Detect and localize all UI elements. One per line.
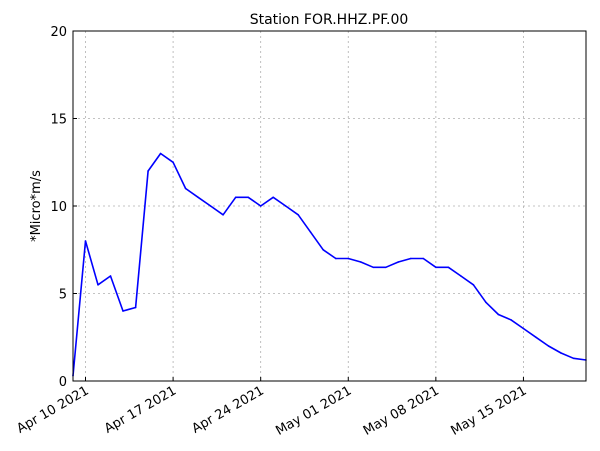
data-point	[122, 310, 124, 312]
data-point	[209, 205, 212, 207]
data-point	[422, 257, 425, 260]
data-point	[322, 249, 325, 251]
x-tick-label: May 15 2021	[449, 383, 530, 438]
data-point	[510, 319, 512, 321]
data-point	[234, 196, 237, 199]
data-point	[335, 257, 337, 260]
data-point	[360, 261, 362, 263]
y-tick-label: 5	[59, 288, 67, 303]
data-point	[447, 266, 450, 269]
data-point	[222, 214, 224, 216]
x-tick-label: May 01 2021	[273, 383, 354, 438]
data-point	[284, 205, 287, 207]
data-point	[172, 161, 174, 164]
data-point	[147, 170, 149, 172]
data-point	[297, 214, 300, 216]
y-tick-label: 0	[59, 375, 67, 390]
data-point	[485, 301, 487, 304]
y-axis-label: *Micro*m/s	[29, 170, 44, 242]
data-point	[372, 266, 375, 269]
x-axis: Apr 10 2021 Apr 17 2021 Apr 24 2021 May 01 …	[14, 377, 529, 439]
data-point	[259, 205, 262, 207]
data-point	[247, 196, 249, 199]
data-point	[472, 284, 475, 286]
y-tick-label: 20	[50, 25, 67, 40]
data-point	[347, 257, 350, 260]
data-point	[84, 240, 87, 242]
series-line	[72, 152, 587, 376]
data-point	[410, 257, 412, 260]
chart-title: Station FOR.HHZ.PF.00	[250, 12, 409, 28]
data-point	[497, 313, 500, 316]
data-point	[460, 275, 462, 277]
x-tick-label: Apr 10 2021	[14, 383, 91, 436]
y-tick-label: 15	[50, 113, 67, 128]
x-tick-label: May 08 2021	[361, 383, 442, 438]
data-point	[97, 284, 99, 286]
data-point	[397, 261, 400, 263]
data-point	[385, 266, 387, 269]
data-point	[134, 306, 137, 309]
x-tick-label: Apr 24 2021	[190, 383, 267, 436]
data-point	[572, 357, 575, 360]
data-point	[197, 196, 199, 199]
x-tick-label: Apr 17 2021	[102, 383, 179, 436]
data-point	[560, 352, 562, 354]
y-tick-label: 10	[50, 200, 67, 215]
data-point	[109, 275, 112, 277]
data-point	[522, 327, 525, 330]
data-point	[435, 266, 437, 269]
data-point	[184, 187, 187, 190]
data-point	[547, 345, 550, 347]
data-point	[309, 231, 312, 234]
data-point	[272, 196, 275, 199]
data-point	[535, 336, 537, 339]
data-point	[159, 152, 162, 155]
y-axis: 0 5 10 15 20	[50, 25, 77, 390]
